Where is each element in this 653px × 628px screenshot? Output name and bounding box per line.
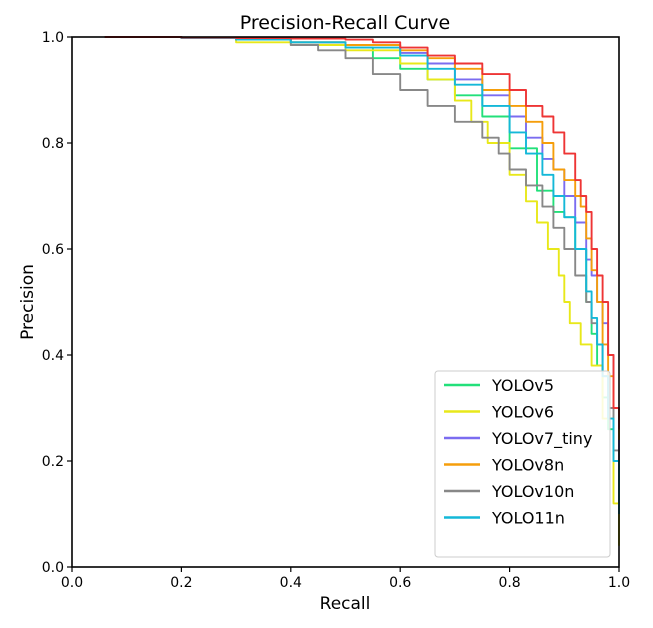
y-tick-label: 0.4	[42, 348, 64, 364]
y-tick-label: 0.6	[42, 242, 64, 258]
legend-label: YOLOv8n	[491, 456, 564, 475]
series-line-yolo11n	[104, 36, 620, 514]
x-axis-label: Recall	[320, 594, 371, 614]
legend-label: YOLOv10n	[491, 482, 574, 501]
y-tick-label: 1.0	[42, 30, 64, 46]
x-tick-label: 1.0	[608, 575, 630, 591]
x-tick-label: 0.8	[498, 575, 520, 591]
x-tick-label: 0.4	[280, 575, 302, 591]
legend-box	[434, 370, 611, 558]
x-tick-label: 0.2	[170, 575, 192, 591]
series-layer	[104, 36, 620, 546]
y-axis-label: Precision	[18, 264, 38, 340]
y-tick-label: 0.0	[42, 560, 64, 576]
legend-label: YOLOv7_tiny	[491, 429, 592, 449]
chart-title: Precision-Recall Curve	[240, 12, 450, 34]
x-tick-label: 0.0	[61, 575, 83, 591]
legend-label: YOLOv6	[491, 403, 554, 422]
x-tick-label: 0.6	[389, 575, 411, 591]
tick-layer: 0.0 0.2 0.4 0.6 0.8 1.0 0.0 0.2 0.4 0.6 0.8 1.0	[42, 30, 630, 591]
y-tick-label: 0.2	[42, 454, 64, 470]
legend-label: YOLOv5	[491, 376, 554, 395]
plot-frame	[71, 36, 620, 568]
legend-label: YOLO11n	[491, 509, 565, 528]
y-tick-label: 0.8	[42, 136, 64, 152]
series-line-unlabeled	[104, 36, 620, 430]
legend: YOLOv5 YOLOv6 YOLOv7_tiny YOLOv8n YOLOv10n YO…	[434, 370, 611, 558]
